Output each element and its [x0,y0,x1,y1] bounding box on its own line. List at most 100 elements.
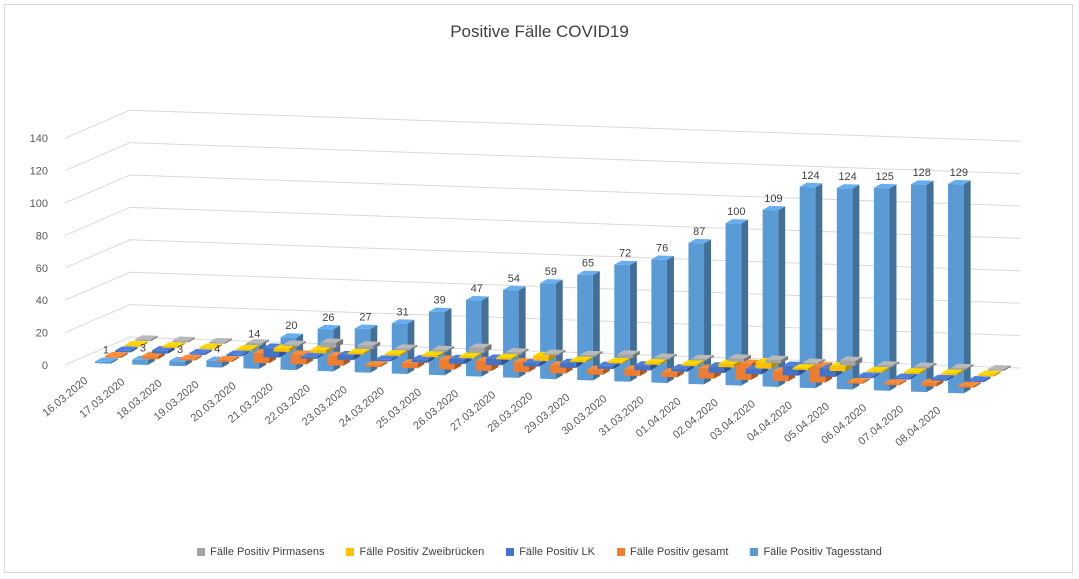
legend-item-lk: Fälle Positiv LK [506,546,595,558]
data-label: 65 [582,258,594,270]
bar-f-lle-positiv-tagesstand [948,183,964,394]
bar-f-lle-positiv-gesamt [216,359,232,362]
bar-f-lle-positiv-zweibr-cken-side [363,349,371,355]
gridline-side [64,271,131,301]
bar-f-lle-positiv-pirmasens [283,344,300,347]
bar-f-lle-positiv-zweibr-cken [866,370,883,373]
data-label: 1 [103,345,109,357]
bar-f-lle-positiv-gesamt [142,355,158,360]
data-label: 128 [913,167,931,179]
bar-f-lle-positiv-zweibr-cken-side [808,364,816,371]
y-tick-label: 0 [42,360,48,372]
bar-f-lle-positiv-tagesstand-top [725,219,749,224]
bar-f-lle-positiv-lk [485,358,502,366]
bar-f-lle-positiv-lk-side [130,346,138,353]
bar-f-lle-positiv-pirmasens [728,358,745,362]
bar-f-lle-positiv-pirmasens [580,354,596,357]
bar-f-lle-positiv-lk [597,365,613,370]
bar-f-lle-positiv-tagesstand [873,187,890,391]
bar-f-lle-positiv-pirmasens-side [929,362,937,369]
bar-f-lle-positiv-tagesstand [836,188,853,390]
data-label: 27 [359,311,371,323]
bar-f-lle-positiv-lk-side [390,355,398,362]
bar-f-lle-positiv-lk [856,376,873,379]
data-label: 124 [801,170,819,182]
gridline [129,304,1021,337]
bar-f-lle-positiv-lk [226,354,242,357]
bar-f-lle-positiv-tagesstand [95,361,111,364]
bar-f-lle-positiv-lk-side [241,350,249,357]
legend-swatch-pirmasens [197,548,206,556]
bar-f-lle-positiv-zweibr-cken-top [792,363,816,369]
bar-f-lle-positiv-lk-top [226,350,249,355]
bar-f-lle-positiv-pirmasens [654,357,670,360]
data-label: 3 [140,343,146,355]
bar-f-lle-positiv-pirmasens-side [818,359,826,365]
bar-f-lle-positiv-lk [671,368,687,372]
bar-f-lle-positiv-pirmasens [431,349,448,352]
data-label: 31 [396,306,408,318]
bar-f-lle-positiv-lk [300,356,317,359]
bar-f-lle-positiv-pirmasens-side [447,346,455,352]
y-tick-label: 20 [36,328,48,340]
bar-f-lle-positiv-zweibr-cken-side [437,351,445,358]
bar-f-lle-positiv-zweibr-cken-top [681,360,704,365]
bar-f-lle-positiv-zweibr-cken-side [882,367,890,373]
bar-f-lle-positiv-pirmasens-side [410,344,418,351]
bar-f-lle-positiv-gesamt-top [958,381,981,387]
bar-f-lle-positiv-tagesstand-side [518,286,526,378]
bar-f-lle-positiv-lk [411,359,428,363]
gridline [129,336,1021,369]
bar-f-lle-positiv-gesamt [661,372,677,378]
bar-f-lle-positiv-pirmasens [950,367,967,370]
bar-f-lle-positiv-zweibr-cken [940,373,957,376]
bar-f-lle-positiv-zweibr-cken-side [511,354,519,360]
bar-f-lle-positiv-pirmasens-top [357,341,381,346]
legend-item-pirmasens: Fälle Positiv Pirmasens [197,546,324,558]
bar-f-lle-positiv-zweibr-cken [199,347,215,350]
bar-f-lle-positiv-tagesstand-top [391,319,415,324]
bar-f-lle-positiv-lk [634,365,650,371]
bar-f-lle-positiv-gesamt [920,382,937,387]
y-tick-label: 60 [36,263,48,275]
legend-label-zweibruecken: Fälle Positiv Zweibrücken [359,546,485,558]
bar-f-lle-positiv-tagesstand-top [910,180,934,185]
bar-f-lle-positiv-pirmasens-side [150,335,158,342]
bar-f-lle-positiv-pirmasens-top [283,340,307,345]
gridline-side [64,304,131,334]
legend-swatch-gesamt [617,548,625,556]
bar-f-lle-positiv-lk-side [983,376,991,383]
bar-f-lle-positiv-pirmasens [988,368,1004,372]
bar-f-lle-positiv-pirmasens [839,360,856,366]
bar-f-lle-positiv-pirmasens [209,341,225,344]
legend-swatch-lk [506,548,515,556]
legend-item-tagesstand: Fälle Positiv Tagesstand [750,546,882,558]
bar-f-lle-positiv-lk [523,362,539,367]
bar-f-lle-positiv-tagesstand-side [741,219,749,386]
gridline-side [64,174,131,204]
data-label: 87 [693,226,705,238]
data-label: 20 [285,320,297,332]
bar-f-lle-positiv-gesamt-side [936,379,944,387]
bar-f-lle-positiv-tagesstand-top [95,357,118,363]
bar-f-lle-positiv-tagesstand-top [503,285,526,291]
bar-f-lle-positiv-pirmasens [135,339,151,342]
bar-f-lle-positiv-pirmasens-side [224,338,232,344]
bar-f-lle-positiv-pirmasens [913,366,930,369]
bar-f-lle-positiv-zweibr-cken [495,357,512,360]
bar-f-lle-positiv-zweibr-cken [125,344,141,347]
bar-f-lle-positiv-gesamt [958,385,974,388]
bar-f-lle-positiv-zweibr-cken [570,360,586,363]
bar-f-lle-positiv-zweibr-cken-side [326,346,334,354]
data-label: 39 [434,295,446,307]
data-label: 100 [727,206,745,218]
bar-f-lle-positiv-lk [930,378,947,381]
bar-f-lle-positiv-lk [115,350,131,353]
bar-f-lle-positiv-pirmasens [357,345,374,350]
bar-f-lle-positiv-pirmasens-top [950,363,974,369]
y-tick-label: 140 [30,133,48,145]
bar-f-lle-positiv-pirmasens-side [669,353,677,360]
bar-f-lle-positiv-pirmasens-top [654,353,677,358]
legend-swatch-tagesstand [750,548,759,556]
bar-f-lle-positiv-tagesstand [651,259,667,384]
